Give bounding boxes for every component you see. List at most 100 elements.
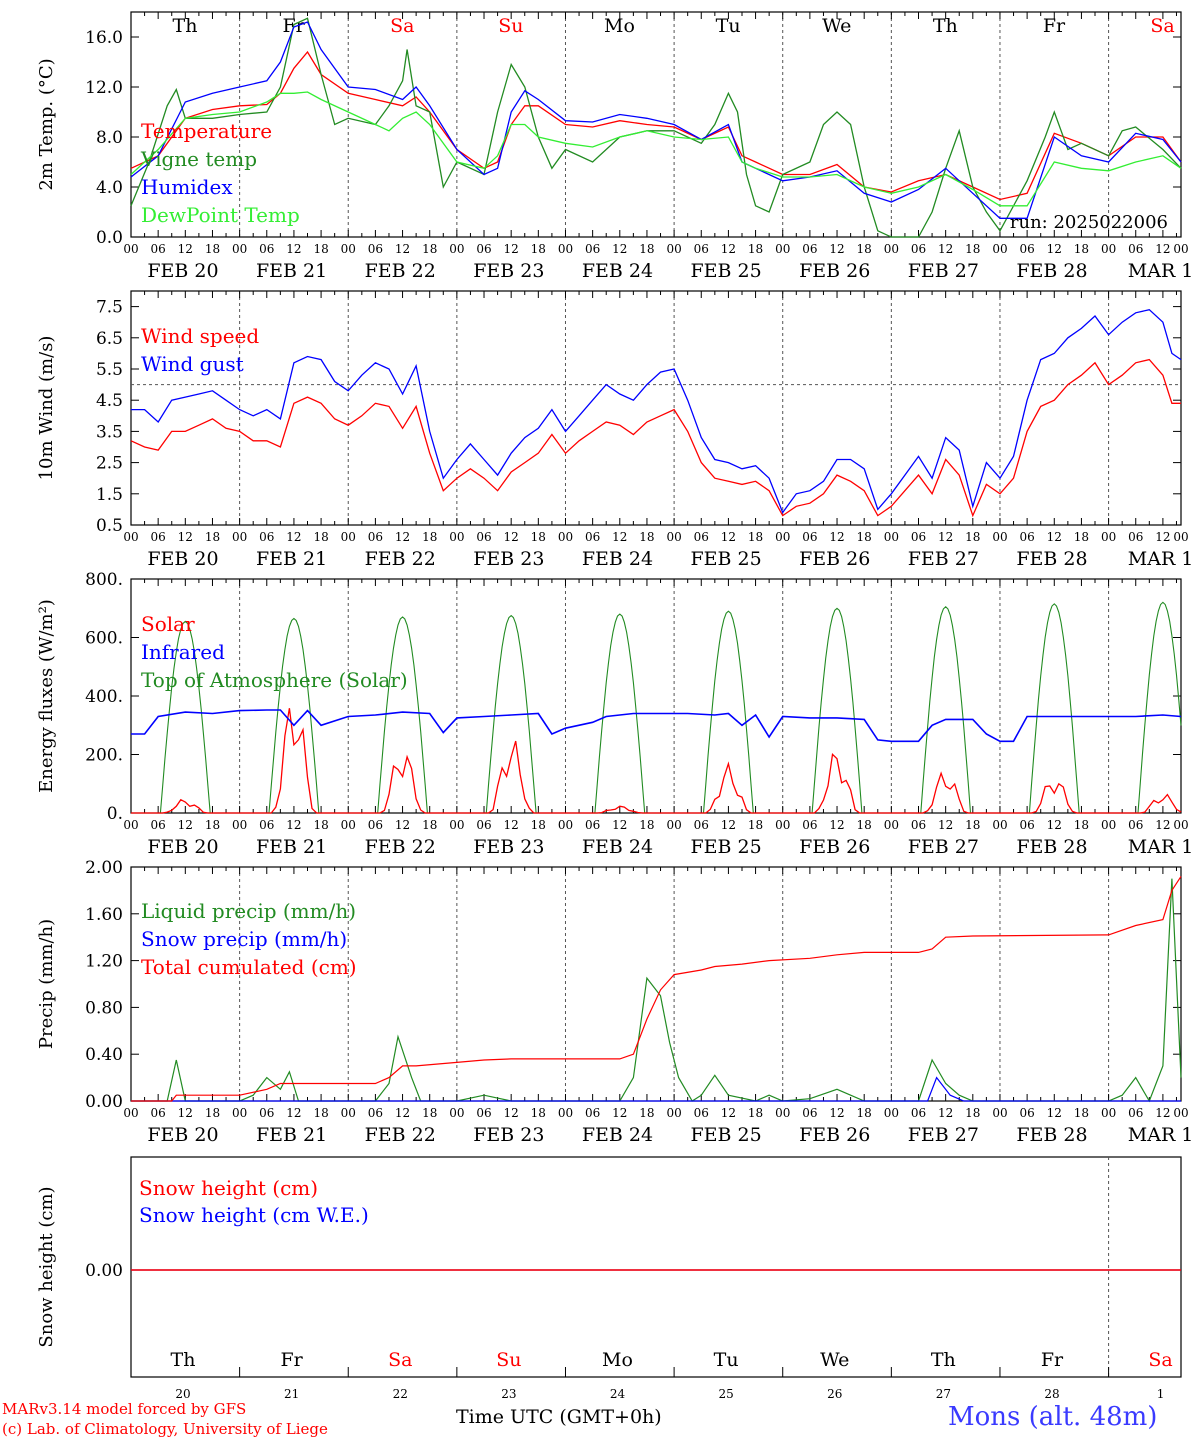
hour-tick-label: 12 [178,242,193,256]
y-tick-label: 16.0 [85,28,123,48]
weekday-label: Fr [1041,1349,1064,1371]
hour-tick-label: 00 [666,818,681,832]
date-label: FEB 22 [365,836,436,858]
date-label: FEB 23 [473,1124,544,1146]
legend-entry: Wind speed [141,324,259,348]
hour-tick-label: 06 [694,818,709,832]
hour-tick-label: 00 [449,242,464,256]
date-label: FEB 20 [147,260,218,282]
hour-tick-label: 18 [1074,242,1089,256]
day-number-label: 23 [501,1387,516,1400]
series-line-humidex [130,21,1182,219]
hour-tick-label: 18 [313,818,328,832]
date-label: FEB 22 [365,1124,436,1146]
series-line-infrared [131,709,1182,743]
hour-tick-label: 12 [721,530,736,544]
hour-tick-label: 06 [151,818,166,832]
hour-tick-label: 00 [558,530,573,544]
day-number-label: 22 [393,1387,408,1400]
hour-tick-label: 18 [639,1106,654,1120]
weekday-label: Sa [388,1349,412,1371]
day-number-label: 25 [718,1387,733,1400]
hour-tick-label: 06 [476,530,491,544]
hour-tick-label: 18 [422,1106,437,1120]
series-line-solar-day [239,708,349,814]
legend-entry: Temperature [141,119,272,143]
hour-tick-label: 18 [639,818,654,832]
series-line-toa-solar-day [239,617,349,814]
hour-tick-label: 00 [1173,530,1188,544]
day-number-label: 24 [610,1387,626,1400]
hour-tick-label: 00 [558,1106,573,1120]
hour-tick-label: 00 [884,242,899,256]
hour-tick-label: 18 [748,818,763,832]
legend-entry: Snow height (cm) [139,1176,318,1200]
series-line-liquid-precip-mm-h- [131,878,1182,1103]
hour-tick-label: 18 [1074,1106,1089,1120]
date-label: MAR 1 [1128,548,1194,570]
weekday-label: Sa [1150,15,1174,37]
meteogram-chart: 00 06 12 18 00 06 12 18 00 06 12 18 00 06 12 18 00 06 12 18… [36,11,1194,1400]
date-label: FEB 26 [799,548,870,570]
hour-tick-label: 18 [205,818,220,832]
date-label: FEB 26 [799,260,870,282]
date-label: FEB 25 [690,1124,761,1146]
hour-tick-label: 12 [1047,530,1062,544]
date-label: FEB 27 [908,548,979,570]
series-line-wind-speed [130,358,1181,518]
series-line-toa-solar-day [1108,601,1182,814]
plot-frame [130,11,1182,238]
hour-tick-label: 00 [341,1106,356,1120]
hour-tick-label: 00 [1101,242,1116,256]
hour-tick-label: 00 [123,530,138,544]
date-label: FEB 25 [690,548,761,570]
hour-tick-label: 12 [504,1106,519,1120]
hour-tick-label: 06 [911,1106,926,1120]
date-label: MAR 1 [1128,836,1194,858]
legend-entry: Humidex [141,175,233,199]
weekday-label: Sa [390,15,414,37]
hour-tick-label: 12 [286,1106,301,1120]
hour-tick-label: 12 [395,1106,410,1120]
date-label: FEB 20 [147,836,218,858]
weekday-label: We [822,15,851,37]
date-label: FEB 28 [1016,836,1087,858]
weekday-label: Su [498,15,523,37]
date-label: FEB 21 [256,260,327,282]
legend-entry: Top of Atmosphere (Solar) [141,668,408,692]
hour-tick-label: 00 [1101,1106,1116,1120]
hour-tick-label: 06 [259,818,274,832]
y-axis-label: 2m Temp. (°C) [36,58,57,190]
y-axis-label: 10m Wind (m/s) [36,336,57,481]
hour-tick-label: 12 [829,1106,844,1120]
hour-tick-label: 00 [232,242,247,256]
hour-tick-label: 06 [151,1106,166,1120]
hour-tick-label: 00 [884,818,899,832]
hour-tick-label: 06 [259,242,274,256]
series-line-dewpoint-temp [130,91,1182,207]
hour-tick-label: 12 [1155,1106,1170,1120]
hour-tick-label: 18 [857,242,872,256]
hour-tick-label: 06 [476,1106,491,1120]
hour-tick-label: 00 [666,242,681,256]
hour-tick-label: 12 [1047,242,1062,256]
date-label: FEB 21 [256,836,327,858]
series-line-solar-day [674,761,783,814]
credit-line-2: (c) Lab. of Climatology, University of L… [2,1420,328,1438]
date-label: FEB 28 [1016,548,1087,570]
date-label: MAR 1 [1128,260,1194,282]
hour-tick-label: 00 [775,242,790,256]
weekday-label: Fr [280,1349,303,1371]
hour-tick-label: 12 [721,818,736,832]
legend-entry: Liquid precip (mm/h) [141,899,356,923]
hour-tick-label: 12 [504,242,519,256]
y-tick-label: 1.20 [85,952,123,972]
hour-tick-label: 12 [938,530,953,544]
hour-tick-label: 18 [531,530,546,544]
hour-tick-label: 18 [1074,818,1089,832]
hour-tick-label: 12 [938,1106,953,1120]
date-label: FEB 20 [147,548,218,570]
y-tick-label: 200. [85,746,123,766]
date-label: FEB 28 [1016,260,1087,282]
date-label: FEB 24 [582,836,653,858]
